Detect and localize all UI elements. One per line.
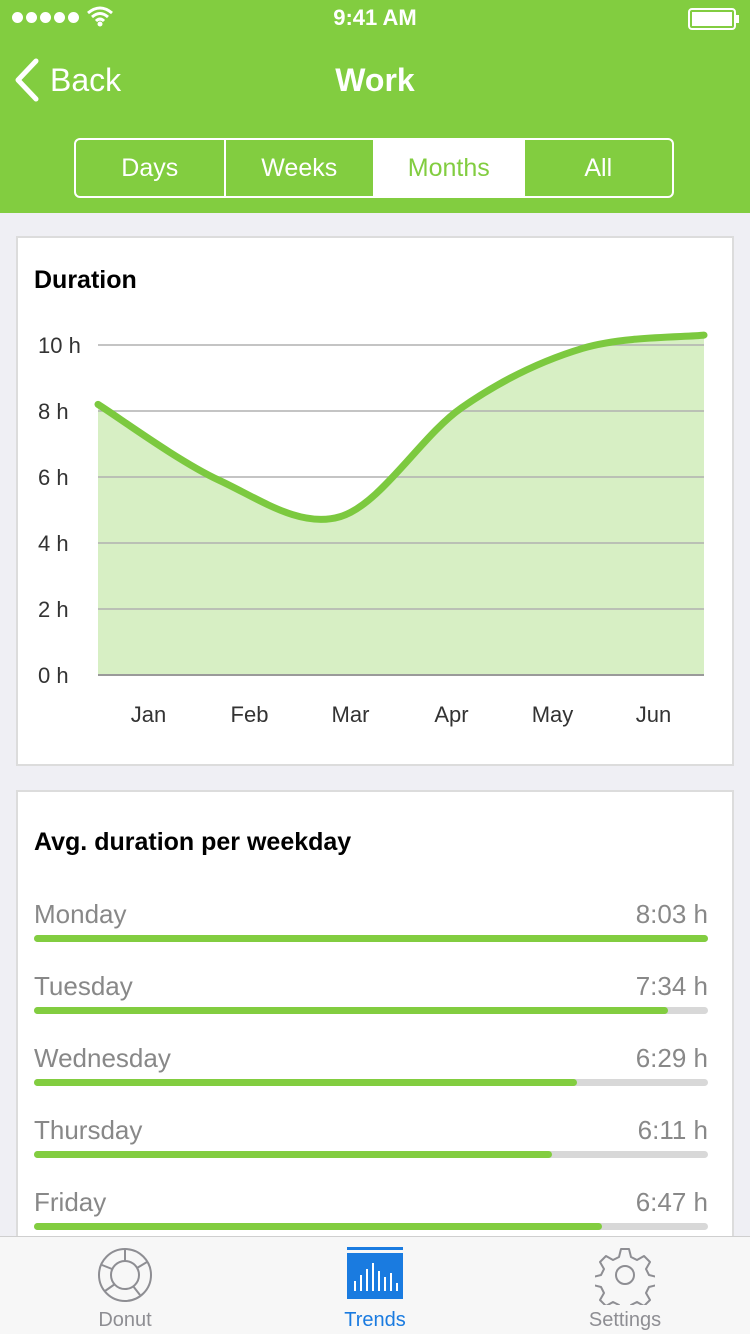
- chevron-left-icon: [15, 58, 39, 102]
- weekday-value: 6:11 h: [637, 1115, 708, 1145]
- weekday-bar-fill: [34, 935, 708, 942]
- wifi-icon: [87, 6, 113, 27]
- page-title: Work: [335, 62, 415, 98]
- weekday-value: 6:47 h: [635, 1187, 708, 1217]
- y-tick-label: 0 h: [38, 663, 69, 688]
- weekday-bar-track: [34, 1079, 708, 1086]
- weekday-label: Thursday: [34, 1115, 143, 1145]
- x-tick-label: Jun: [636, 702, 671, 727]
- weekday-label: Monday: [34, 899, 127, 929]
- weekday-label: Tuesday: [34, 971, 133, 1001]
- duration-title: Duration: [34, 266, 137, 294]
- back-button[interactable]: Back: [14, 56, 121, 104]
- weekday-row-friday: Friday 6:47 h: [34, 1187, 708, 1257]
- weekday-bar-fill: [34, 1151, 552, 1158]
- x-tick-label: May: [532, 702, 574, 727]
- weekday-row-thursday: Thursday 6:11 h: [34, 1115, 708, 1185]
- weekday-value: 8:03 h: [635, 899, 708, 929]
- x-tick-label: Mar: [332, 702, 370, 727]
- status-bar: 9:41 AM: [0, 0, 750, 36]
- tab-donut[interactable]: Donut: [0, 1237, 250, 1334]
- weekday-card: Avg. duration per weekday Monday 8:03 h …: [16, 790, 734, 1260]
- back-label: Back: [50, 61, 122, 98]
- weekday-title: Avg. duration per weekday: [34, 828, 352, 856]
- y-tick-label: 10 h: [38, 333, 81, 358]
- segment-weeks[interactable]: Weeks: [226, 140, 375, 196]
- trends-icon: [347, 1247, 403, 1299]
- weekday-row-wednesday: Wednesday 6:29 h: [34, 1043, 708, 1113]
- header-bar: 9:41 AM Back Work Days Weeks Months All: [0, 0, 750, 213]
- weekday-bar-fill: [34, 1079, 578, 1086]
- segment-all[interactable]: All: [584, 153, 613, 182]
- y-tick-label: 2 h: [38, 597, 69, 622]
- tab-bar: Donut Trends: [0, 1236, 750, 1334]
- weekday-bar-fill: [34, 1223, 603, 1230]
- y-tick-label: 8 h: [38, 399, 69, 424]
- battery-icon: [688, 8, 739, 30]
- tab-label: Donut: [98, 1309, 152, 1331]
- weekday-row-monday: Monday 8:03 h: [34, 899, 708, 969]
- duration-chart: 0 h 2 h 4 h 6 h 8 h 10 h Jan Feb Mar Apr May Jun: [38, 331, 708, 727]
- weekday-bar-fill: [34, 1007, 668, 1014]
- x-tick-label: Feb: [231, 702, 269, 727]
- x-tick-label: Jan: [131, 702, 166, 727]
- tab-trends[interactable]: Trends: [250, 1237, 500, 1334]
- weekday-bar-track: [34, 1151, 708, 1158]
- status-time: 9:41 AM: [333, 5, 417, 30]
- weekday-bar-track: [34, 935, 708, 942]
- duration-area-fill: [98, 335, 704, 675]
- navigation-bar: Back Work: [0, 40, 750, 120]
- weekday-row-tuesday: Tuesday 7:34 h: [34, 971, 708, 1041]
- tab-label: Settings: [588, 1309, 662, 1331]
- weekday-value: 6:29 h: [635, 1043, 708, 1073]
- y-tick-label: 6 h: [38, 465, 69, 490]
- signal-strength-icon: [12, 12, 79, 23]
- weekday-label: Friday: [34, 1187, 107, 1217]
- segment-days[interactable]: Days: [76, 140, 226, 196]
- period-segmented-control: Days Weeks Months All: [74, 138, 674, 198]
- weekday-label: Wednesday: [34, 1043, 171, 1073]
- weekday-bar-track: [34, 1223, 708, 1230]
- tab-label: Trends: [344, 1309, 406, 1331]
- donut-icon: [98, 1248, 152, 1302]
- x-tick-label: Apr: [434, 702, 468, 727]
- y-tick-label: 4 h: [38, 531, 69, 556]
- tab-settings[interactable]: Settings: [500, 1237, 750, 1334]
- duration-card: Duration 0 h 2 h 4 h 6 h 8 h 10 h Jan Feb Mar Apr…: [16, 236, 734, 766]
- gear-icon: [595, 1248, 655, 1305]
- duration-line: [94, 331, 708, 523]
- segment-months[interactable]: Months: [375, 140, 525, 196]
- weekday-value: 7:34 h: [635, 971, 708, 1001]
- weekday-bar-track: [34, 1007, 708, 1014]
